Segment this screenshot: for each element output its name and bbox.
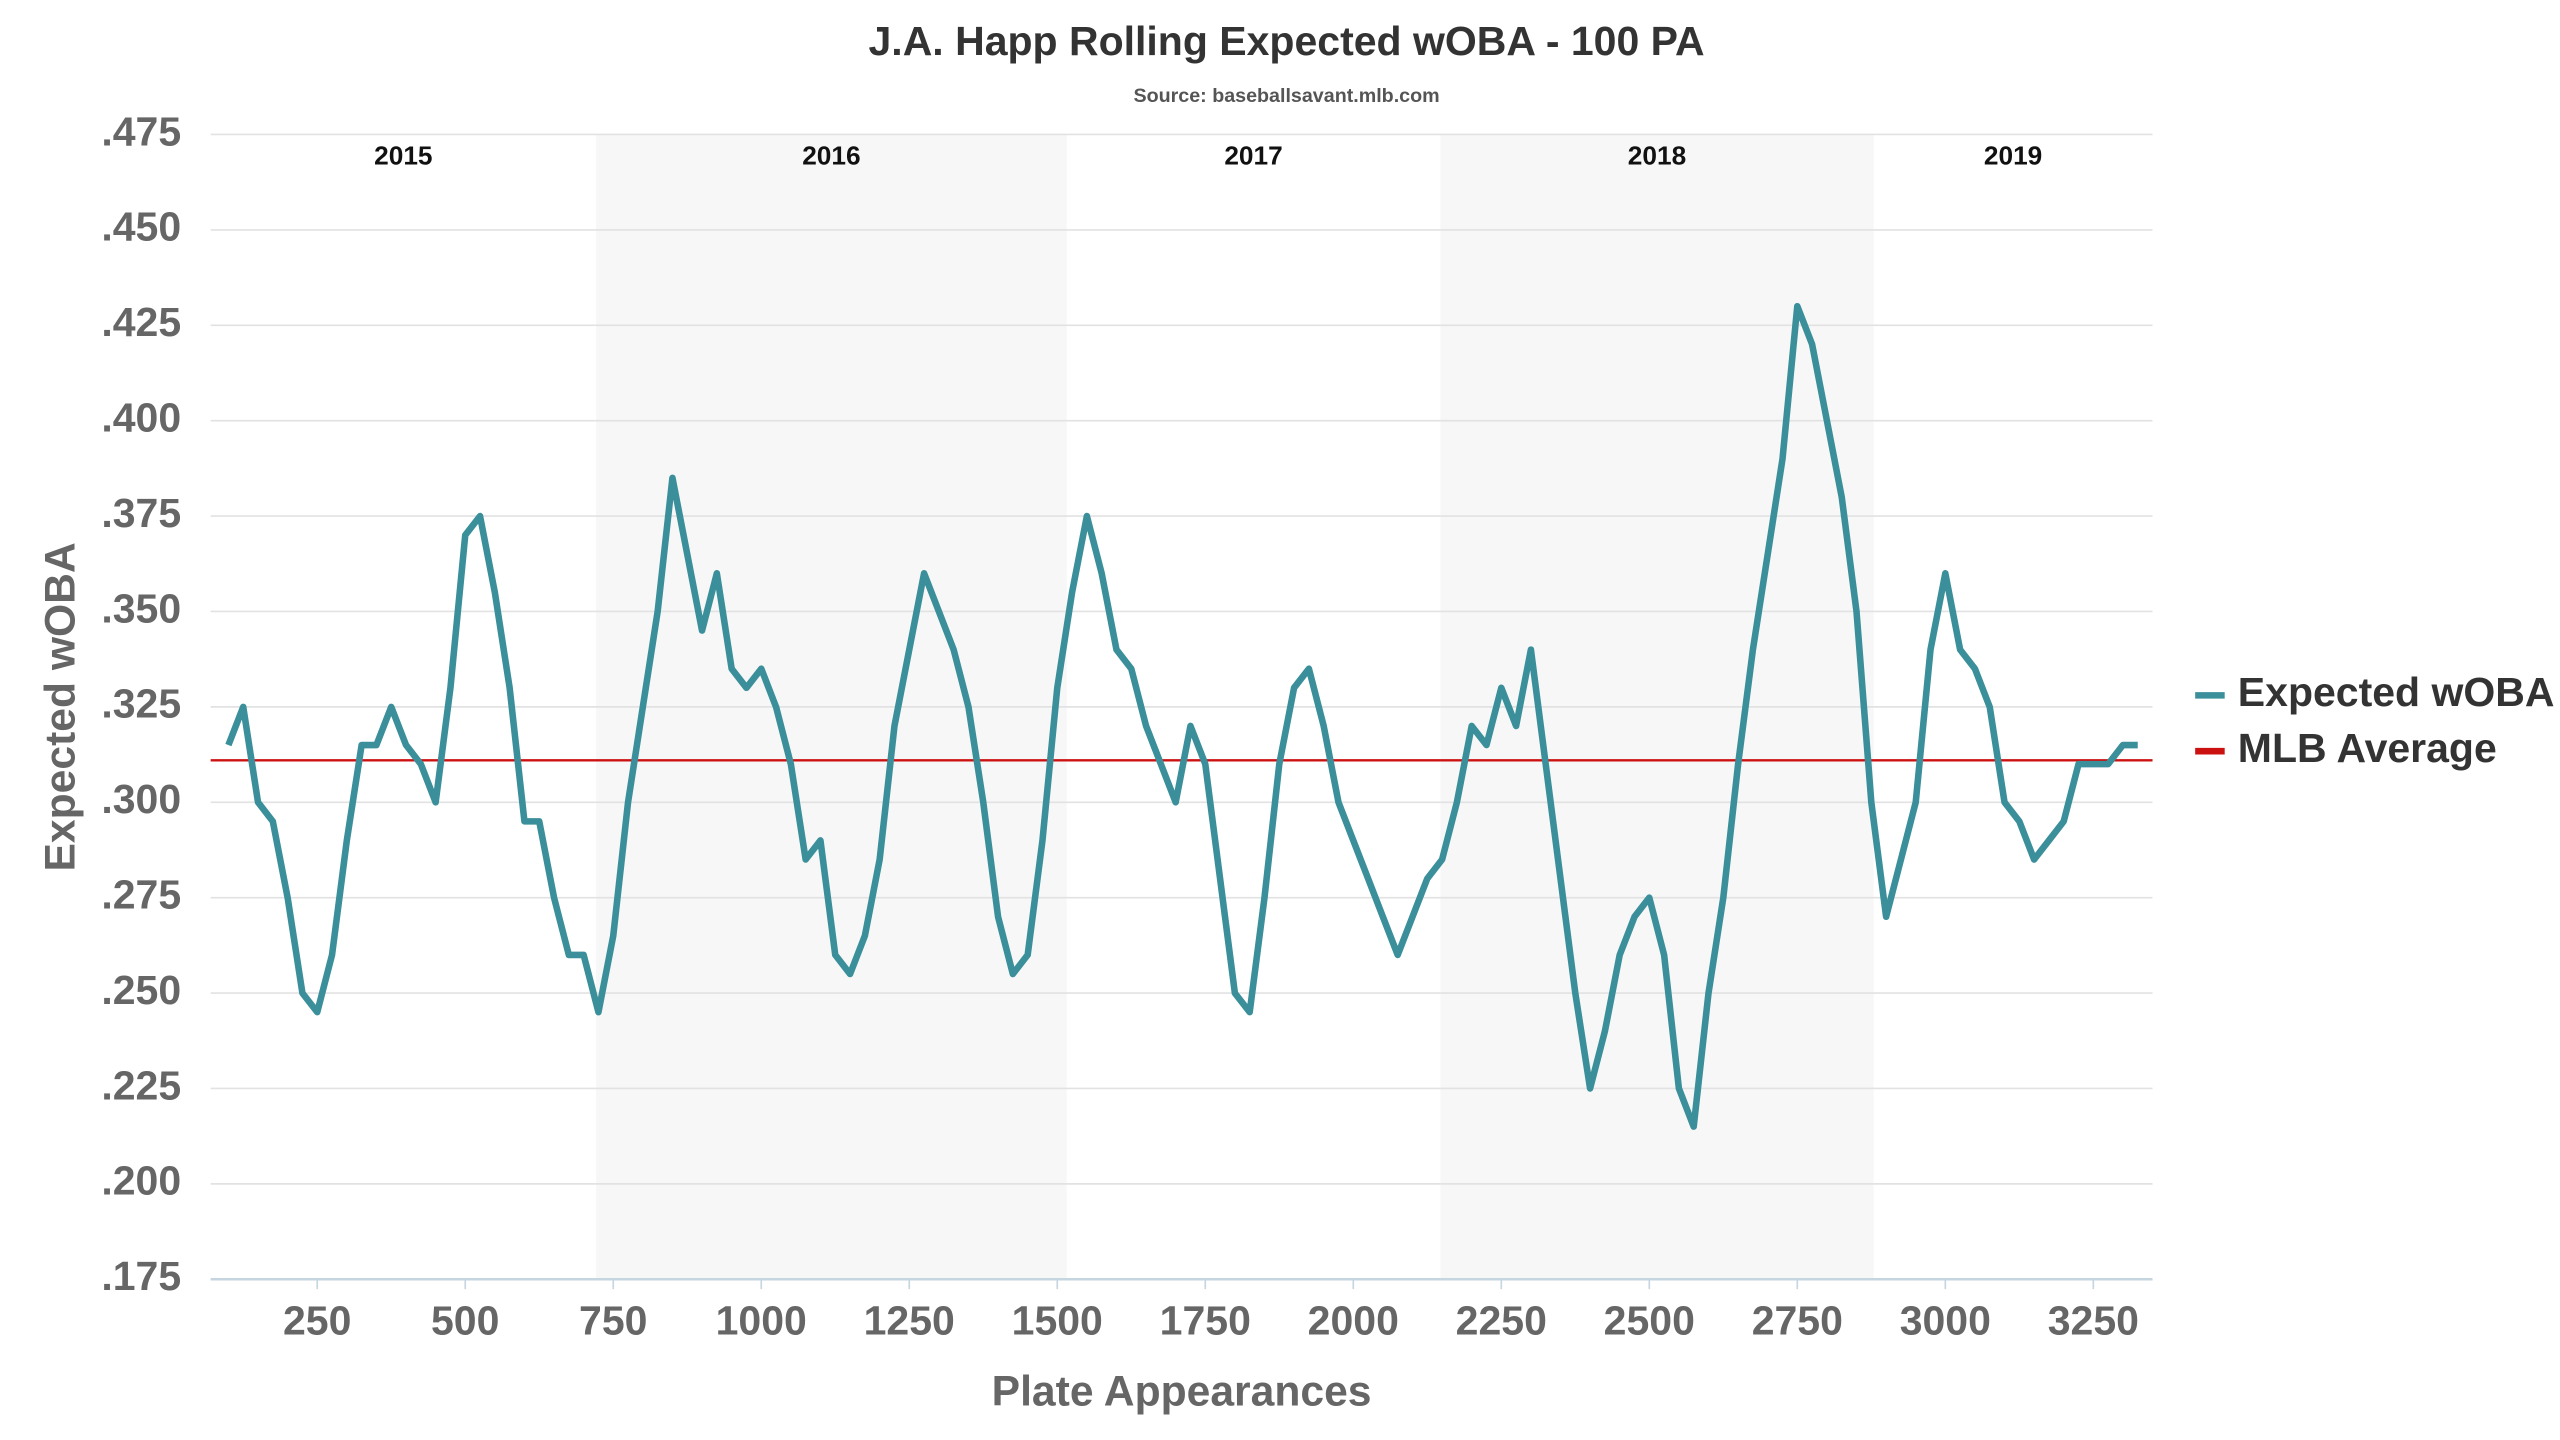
year-label: 2016 bbox=[802, 140, 860, 170]
year-label: 2018 bbox=[1628, 140, 1686, 170]
year-label: 2019 bbox=[1984, 140, 2042, 170]
x-tick-label: 1250 bbox=[864, 1297, 955, 1343]
x-tick-label: 1750 bbox=[1160, 1297, 1251, 1343]
x-tick-label: 3250 bbox=[2048, 1297, 2139, 1343]
y-tick-label: .300 bbox=[101, 776, 181, 822]
y-tick-label: .275 bbox=[101, 872, 181, 918]
x-tick-label: 2250 bbox=[1456, 1297, 1547, 1343]
y-tick-label: .400 bbox=[101, 395, 181, 441]
x-tick-label: 500 bbox=[431, 1297, 499, 1343]
y-tick-label: .350 bbox=[101, 585, 181, 631]
y-axis-label: Expected wOBA bbox=[36, 542, 84, 871]
y-tick-label: .475 bbox=[101, 108, 181, 154]
x-axis-label: Plate Appearances bbox=[992, 1367, 1372, 1415]
y-tick-label: .425 bbox=[101, 299, 181, 345]
x-tick-label: 1000 bbox=[716, 1297, 807, 1343]
x-tick-label: 1500 bbox=[1012, 1297, 1103, 1343]
legend-label: MLB Average bbox=[2238, 725, 2497, 771]
series-line bbox=[225, 302, 2138, 1130]
y-tick-label: .375 bbox=[101, 490, 181, 536]
y-tick-label: .450 bbox=[101, 204, 181, 250]
x-tick-label: 2750 bbox=[1752, 1297, 1843, 1343]
year-label: 2015 bbox=[374, 140, 432, 170]
chart-subtitle: Source: baseballsavant.mlb.com bbox=[1133, 85, 1439, 107]
year-label: 2017 bbox=[1224, 140, 1282, 170]
x-tick-label: 2500 bbox=[1604, 1297, 1695, 1343]
x-tick-label: 250 bbox=[283, 1297, 351, 1343]
legend-label: Expected wOBA bbox=[2238, 669, 2555, 715]
y-tick-label: .175 bbox=[101, 1253, 181, 1299]
y-tick-label: .200 bbox=[101, 1158, 181, 1204]
y-tick-label: .250 bbox=[101, 967, 181, 1013]
x-tick-label: 3000 bbox=[1900, 1297, 1991, 1343]
y-tick-label: .325 bbox=[101, 681, 181, 727]
x-tick-label: 2000 bbox=[1308, 1297, 1399, 1343]
x-tick-label: 750 bbox=[579, 1297, 647, 1343]
chart-title: J.A. Happ Rolling Expected wOBA - 100 PA bbox=[869, 18, 1705, 64]
y-tick-label: .225 bbox=[101, 1062, 181, 1108]
